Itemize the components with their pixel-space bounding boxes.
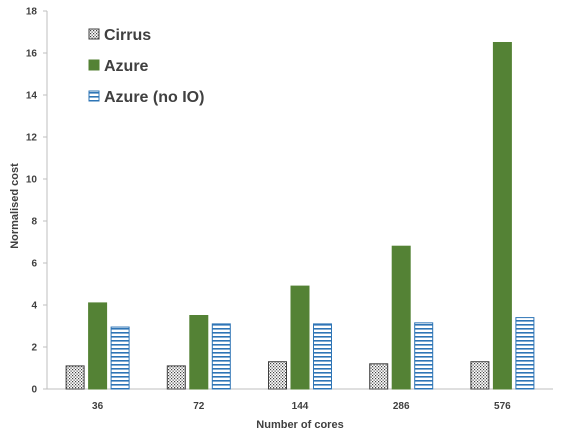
y-tick-label: 4: [31, 301, 37, 312]
y-tick-label: 16: [26, 49, 38, 60]
y-axis-title: Normalised cost: [9, 163, 21, 249]
legend-swatch: [88, 59, 100, 71]
bar-azure-72: [189, 315, 209, 390]
legend-label: Cirrus: [104, 27, 151, 44]
bar-azure-no-io-144: [313, 323, 332, 390]
x-tick-label: 36: [92, 401, 104, 412]
bar-azure-144: [290, 285, 310, 390]
bar-cirrus-36: [65, 365, 85, 390]
y-tick-label: 8: [31, 217, 37, 228]
y-tick-label: 18: [26, 7, 38, 18]
y-tick-label: 6: [31, 259, 37, 270]
bar-azure-286: [391, 245, 411, 390]
y-tick-label: 0: [31, 385, 37, 396]
bar-cirrus-576: [470, 361, 490, 390]
bar-cirrus-286: [369, 363, 389, 390]
bar-azure-no-io-576: [515, 317, 535, 390]
bar-azure-36: [88, 302, 108, 390]
x-tick-label: 576: [494, 401, 511, 412]
x-axis-title: Number of cores: [256, 419, 343, 431]
legend-label: Azure (no IO): [104, 89, 204, 106]
y-tick-label: 14: [26, 91, 38, 102]
legend-swatch: [88, 28, 100, 40]
bar-cirrus-144: [268, 361, 287, 390]
legend-label: Azure: [104, 58, 149, 75]
bar-azure-no-io-36: [110, 326, 130, 390]
x-tick-label: 286: [393, 401, 410, 412]
legend: Cirrus Azure Azure (no IO): [88, 27, 204, 106]
y-axis: 0 2 4 6 8 10 12 14 16 18: [26, 7, 48, 396]
bar-azure-576: [492, 42, 512, 390]
y-tick-label: 12: [26, 133, 38, 144]
y-tick-label: 2: [31, 343, 37, 354]
legend-swatch: [88, 90, 100, 102]
bar-azure-no-io-72: [211, 323, 231, 390]
bar-cirrus-72: [166, 365, 186, 390]
bars: [65, 42, 535, 390]
x-tick-label: 144: [292, 401, 309, 412]
y-tick-label: 10: [26, 175, 38, 186]
bar-azure-no-io-286: [414, 322, 434, 390]
x-tick-label: 72: [193, 401, 205, 412]
x-axis: 36 72 144 286 576: [47, 388, 553, 412]
